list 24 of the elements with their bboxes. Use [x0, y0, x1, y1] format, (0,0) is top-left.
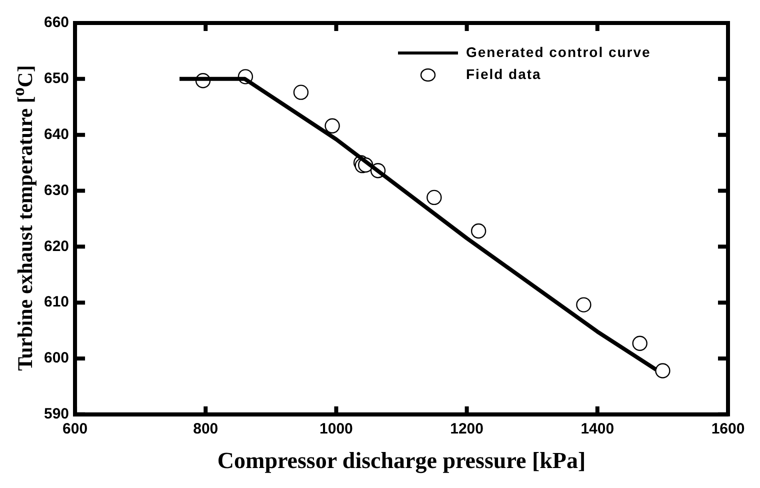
point — [470, 223, 486, 239]
y-tick-label: 590 — [44, 406, 70, 423]
x-tick-label: 1200 — [450, 420, 484, 438]
point — [293, 84, 309, 100]
x-tick-label: 600 — [62, 420, 88, 438]
x-axis-title: Compressor discharge pressure [kPa] — [217, 448, 586, 474]
x-tick-label: 1000 — [320, 420, 353, 438]
x-tick-label: 1400 — [580, 420, 614, 438]
point — [576, 297, 592, 312]
y-tick-label: 660 — [44, 14, 70, 32]
point — [632, 336, 648, 351]
point — [426, 190, 442, 206]
y-tick-label: 650 — [44, 70, 70, 88]
x-tick-label: 1600 — [711, 420, 745, 438]
x-tick-label: 800 — [193, 420, 218, 438]
legend-label: Generated control curve — [466, 44, 651, 60]
y-tick-label: 600 — [44, 350, 70, 367]
point — [655, 363, 670, 378]
y-tick-label: 620 — [44, 238, 70, 255]
y-tick-label: 640 — [44, 126, 70, 143]
point — [324, 118, 340, 134]
y-tick-label: 630 — [44, 182, 70, 199]
legend-label: Field data — [466, 66, 542, 82]
y-tick-label: 610 — [44, 294, 70, 311]
